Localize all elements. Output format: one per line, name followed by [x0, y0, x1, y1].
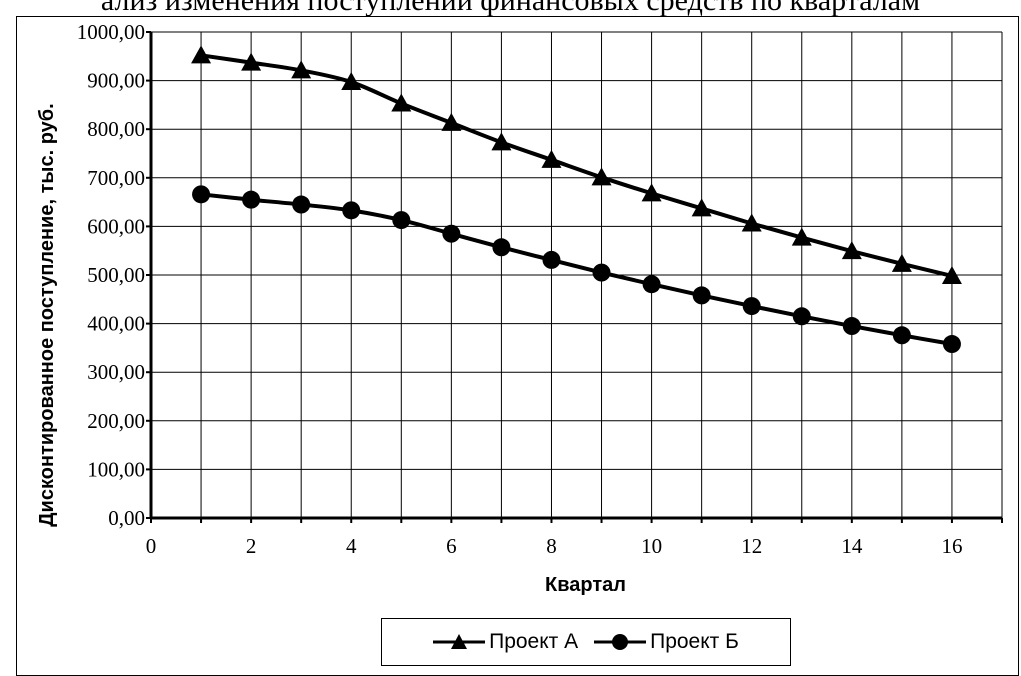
data-point-project-b	[742, 297, 761, 316]
data-point-project-a	[941, 265, 962, 284]
data-point-project-b	[392, 211, 411, 230]
y-tick-label: 1000,00	[77, 20, 145, 44]
data-point-project-a	[691, 198, 712, 217]
legend-circle-marker-icon	[594, 634, 647, 650]
data-point-project-b	[792, 307, 811, 326]
data-point-project-b	[842, 317, 861, 336]
x-tick-label: 16	[941, 534, 962, 558]
data-point-project-b	[292, 195, 311, 214]
y-tick-label: 400,00	[87, 312, 145, 336]
x-tick-label: 10	[641, 534, 662, 558]
data-point-project-a	[791, 227, 812, 246]
data-point-project-a	[291, 60, 312, 79]
x-tick-label: 6	[446, 534, 457, 558]
legend-item-project-a: Проект А	[433, 630, 578, 654]
data-point-project-a	[491, 132, 512, 151]
y-tick-label: 0,00	[108, 506, 145, 530]
x-tick-label: 2	[246, 534, 257, 558]
x-tick-label: 0	[146, 534, 157, 558]
data-point-project-a	[391, 93, 412, 112]
y-tick-label: 300,00	[87, 360, 145, 384]
y-tick-label: 500,00	[87, 263, 145, 287]
series-line-project-b	[200, 192, 953, 346]
x-tick-label: 14	[841, 534, 863, 558]
data-point-project-b	[192, 185, 211, 204]
data-point-project-b	[942, 335, 961, 354]
legend-triangle-marker-icon	[433, 634, 486, 649]
data-point-project-a	[441, 112, 462, 131]
y-tick-label: 900,00	[87, 69, 145, 93]
data-point-project-a	[341, 72, 362, 91]
data-point-project-a	[891, 253, 912, 272]
data-point-project-a	[591, 167, 612, 186]
y-axis-title: Дисконтированное поступление, тыс. руб.	[36, 103, 58, 526]
data-point-project-a	[241, 52, 262, 71]
series-line-project-a	[200, 53, 953, 278]
data-point-project-b	[592, 263, 611, 282]
legend: Проект А Проект Б	[381, 618, 791, 666]
data-point-project-b	[542, 250, 561, 269]
legend-label-project-a: Проект А	[489, 630, 579, 653]
legend-item-project-b: Проект Б	[594, 630, 739, 654]
data-point-project-a	[641, 183, 662, 202]
y-tick-label: 600,00	[87, 214, 145, 238]
data-point-project-b	[242, 190, 261, 209]
data-point-project-b	[642, 275, 661, 294]
x-tick-label: 8	[546, 534, 557, 558]
x-tick-label: 4	[346, 534, 357, 558]
y-tick-label: 700,00	[87, 166, 145, 190]
data-point-project-a	[741, 213, 762, 232]
data-point-project-a	[841, 241, 862, 260]
legend-label-project-b: Проект Б	[650, 630, 739, 653]
y-tick-label: 800,00	[87, 117, 145, 141]
x-tick-label: 12	[741, 534, 762, 558]
data-point-project-b	[692, 286, 711, 305]
data-point-project-b	[492, 238, 511, 257]
data-point-project-a	[191, 45, 212, 64]
data-point-project-a	[541, 149, 562, 168]
chart-title: ализ изменения поступлений финансовых ср…	[100, 0, 921, 17]
y-tick-label: 200,00	[87, 409, 145, 433]
y-tick-label: 100,00	[87, 457, 145, 481]
data-point-project-b	[442, 224, 461, 243]
x-axis-title: Квартал	[545, 574, 626, 596]
data-point-project-b	[892, 326, 911, 345]
data-point-project-b	[342, 201, 361, 220]
